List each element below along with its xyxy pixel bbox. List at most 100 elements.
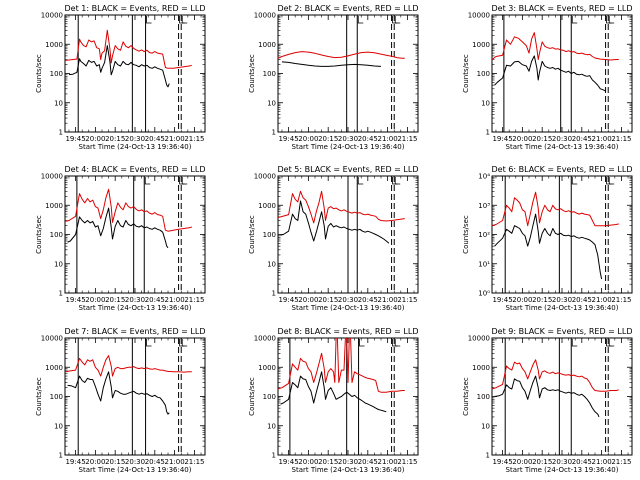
- x-tick-label: 20:15: [105, 135, 125, 143]
- x-tick-label: 20:45: [145, 135, 165, 143]
- y-tick-label: 1: [486, 452, 490, 460]
- y-tick-label: 1: [486, 129, 490, 137]
- lld-series-line: [278, 338, 405, 393]
- y-axis-label: Counts/sec: [462, 54, 470, 93]
- y-tick-label: 10000: [468, 12, 490, 20]
- x-tick-label: 19:45: [278, 458, 298, 466]
- y-tick-label: 10000: [41, 173, 63, 181]
- y-axis-label: Counts/sec: [248, 377, 256, 416]
- x-tick-label: 19:45: [65, 296, 85, 304]
- x-tick-label: 20:30: [125, 135, 145, 143]
- marker-bracket: [181, 16, 188, 24]
- y-tick-label: 10¹: [478, 260, 490, 268]
- panel-det-3: Det 3: BLACK = Events, RED = LLD 1 10 100 10…: [462, 4, 633, 151]
- panel-title: Det 1: BLACK = Events, RED = LLD: [65, 4, 206, 13]
- marker-bracket: [571, 16, 578, 24]
- panel-title: Det 7: BLACK = Events, RED = LLD: [65, 327, 206, 336]
- x-tick-label: 20:15: [532, 296, 552, 304]
- y-tick-label: 10³: [478, 202, 490, 210]
- marker-bracket: [608, 177, 615, 185]
- marker-bracket: [571, 177, 578, 185]
- x-tick-label: 20:15: [105, 458, 125, 466]
- panel-title: Det 5: BLACK = Events, RED = LLD: [278, 165, 419, 174]
- data-area: [278, 15, 405, 132]
- marker-bracket: [357, 177, 364, 185]
- x-tick-label: 20:00: [512, 135, 532, 143]
- events-series-line: [67, 207, 169, 249]
- data-area: [278, 338, 405, 455]
- events-series-line: [494, 375, 600, 418]
- marker-bracket: [146, 16, 152, 24]
- y-tick-label: 1: [59, 452, 63, 460]
- data-area: [65, 176, 192, 293]
- data-area: [65, 15, 192, 132]
- x-tick-label: 20:30: [552, 135, 572, 143]
- x-tick-label: 20:45: [572, 296, 592, 304]
- marker-bracket: [608, 16, 615, 24]
- x-tick-label: 20:00: [298, 458, 318, 466]
- x-tick-label: 20:30: [125, 296, 145, 304]
- x-tick-label: 20:45: [358, 135, 378, 143]
- lld-series-line: [278, 51, 405, 59]
- marker-bracket: [394, 177, 401, 185]
- y-axis-label: Counts/sec: [462, 215, 470, 254]
- y-tick-label: 10000: [254, 12, 276, 20]
- y-tick-label: 10: [54, 260, 63, 268]
- panel-det-8: Det 8: BLACK = Events, RED = LLD 1 10 100 10…: [248, 327, 419, 474]
- x-tick-label: 21:15: [611, 135, 631, 143]
- events-series-line: [281, 61, 382, 67]
- events-series-line: [494, 213, 603, 280]
- y-tick-label: 10⁴: [478, 173, 490, 181]
- panel-det-9: Det 9: BLACK = Events, RED = LLD 1 10 100 10…: [462, 327, 633, 474]
- x-tick-label: 20:00: [512, 458, 532, 466]
- x-tick-label: 21:15: [397, 135, 417, 143]
- panel-title: Det 8: BLACK = Events, RED = LLD: [278, 327, 419, 336]
- y-tick-label: 100: [263, 231, 276, 239]
- x-tick-label: 20:45: [358, 296, 378, 304]
- y-tick-label: 1000: [472, 41, 490, 49]
- x-tick-label: 20:30: [338, 296, 358, 304]
- y-tick-label: 1000: [472, 364, 490, 372]
- y-tick-label: 100: [477, 70, 490, 78]
- x-tick-label: 21:15: [397, 296, 417, 304]
- data-area: [492, 176, 619, 293]
- x-tick-label: 21:15: [184, 458, 204, 466]
- y-tick-label: 10000: [468, 335, 490, 343]
- x-tick-label: 20:15: [532, 135, 552, 143]
- data-area: [492, 15, 619, 132]
- x-tick-label: 20:30: [338, 458, 358, 466]
- lld-series-line: [65, 355, 192, 377]
- lld-series-line: [492, 359, 619, 392]
- x-tick-label: 19:45: [65, 135, 85, 143]
- panel-title: Det 3: BLACK = Events, RED = LLD: [492, 4, 633, 13]
- lld-series-line: [492, 191, 619, 227]
- lld-series-line: [278, 190, 405, 224]
- panel-title: Det 4: BLACK = Events, RED = LLD: [65, 165, 206, 174]
- marker-bracket: [394, 339, 401, 347]
- x-tick-label: 19:45: [65, 458, 85, 466]
- marker-bracket: [571, 339, 578, 347]
- y-tick-label: 100: [477, 393, 490, 401]
- y-tick-label: 1: [59, 290, 63, 298]
- x-tick-label: 21:00: [165, 458, 185, 466]
- lld-series-line: [492, 32, 619, 61]
- x-axis-label: Start Time (24-Oct-13 19:36:40): [79, 466, 192, 474]
- data-area: [278, 176, 405, 293]
- panel-det-6: Det 6: BLACK = Events, RED = LLD 10⁰ 10¹ 10…: [462, 165, 633, 312]
- x-tick-label: 20:15: [105, 296, 125, 304]
- y-tick-label: 1: [272, 290, 276, 298]
- x-tick-label: 20:00: [298, 296, 318, 304]
- marker-bracket: [357, 16, 364, 24]
- x-axis-label: Start Time (24-Oct-13 19:36:40): [292, 304, 405, 312]
- marker-bracket: [146, 339, 152, 347]
- data-area: [492, 338, 619, 455]
- marker-bracket: [608, 339, 615, 347]
- y-tick-label: 10²: [478, 231, 490, 239]
- x-axis-label: Start Time (24-Oct-13 19:36:40): [506, 143, 619, 151]
- x-tick-label: 21:00: [378, 296, 398, 304]
- y-axis-label: Counts/sec: [462, 377, 470, 416]
- y-axis-label: Counts/sec: [35, 215, 43, 254]
- x-tick-label: 21:00: [592, 296, 612, 304]
- marker-bracket: [144, 177, 151, 185]
